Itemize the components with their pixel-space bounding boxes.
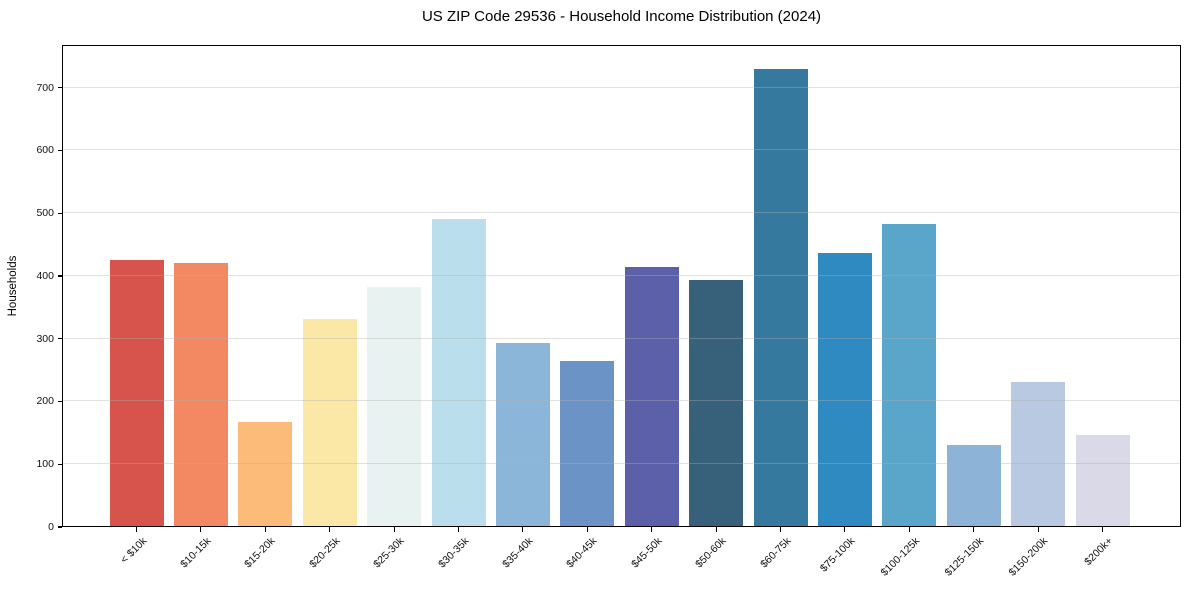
bar-$40-45k bbox=[560, 361, 615, 527]
x-tick-mark-$100-125k bbox=[908, 527, 910, 532]
bar-$30-35k bbox=[431, 219, 486, 527]
y-tick-label-400: 400 bbox=[36, 269, 54, 282]
x-tick-label-$35-40k: $35-40k bbox=[500, 535, 536, 571]
bar-$200k+ bbox=[1075, 435, 1130, 527]
x-tick-label-$40-45k: $40-45k bbox=[564, 535, 600, 571]
x-tick-mark-$10-15k bbox=[200, 527, 202, 532]
x-tick-label-$50-60k: $50-60k bbox=[693, 535, 729, 571]
x-tick-label-$125-150k: $125-150k bbox=[942, 535, 987, 579]
y-tick-label-600: 600 bbox=[36, 144, 54, 157]
x-tick-mark-$40-45k bbox=[586, 527, 588, 532]
y-tick-mark-600 bbox=[58, 149, 62, 152]
x-tick-mark-< $10k bbox=[135, 527, 138, 532]
x-tick-label-$15-20k: $15-20k bbox=[242, 535, 278, 571]
bar-< $10k bbox=[109, 259, 164, 527]
x-tick-label-$200k+: $200k+ bbox=[1081, 535, 1115, 569]
y-tick-mark-100 bbox=[58, 463, 62, 465]
y-tick-mark-200 bbox=[58, 400, 62, 403]
y-tick-mark-500 bbox=[58, 212, 62, 214]
chart-title: US ZIP Code 29536 - Household Income Dis… bbox=[421, 8, 822, 25]
x-tick-label-$75-100k: $75-100k bbox=[817, 535, 858, 575]
bar-$35-40k bbox=[495, 343, 550, 527]
x-tick-mark-$150-200k bbox=[1037, 527, 1039, 532]
y-tick-label-100: 100 bbox=[36, 458, 54, 471]
x-tick-mark-$75-100k bbox=[844, 527, 846, 532]
x-tick-label-$20-25k: $20-25k bbox=[306, 535, 343, 571]
x-tick-mark-$35-40k bbox=[522, 527, 524, 532]
x-tick-label-$45-50k: $45-50k bbox=[628, 535, 665, 571]
y-tick-label-0: 0 bbox=[48, 521, 54, 533]
bar-$100-125k bbox=[882, 223, 937, 527]
x-tick-mark-$30-35k bbox=[457, 527, 460, 532]
y-tick-label-500: 500 bbox=[36, 207, 54, 220]
y-tick-label-300: 300 bbox=[36, 332, 54, 345]
bar-$25-30k bbox=[367, 287, 422, 527]
y-tick-label-700: 700 bbox=[36, 81, 54, 94]
y-tick-mark-0 bbox=[58, 526, 62, 528]
bar-$20-25k bbox=[302, 319, 357, 527]
bar-$10-15k bbox=[173, 262, 228, 527]
y-tick-mark-400 bbox=[58, 275, 62, 277]
bar-$45-50k bbox=[624, 266, 679, 527]
x-tick-label-$100-125k: $100-125k bbox=[878, 535, 922, 579]
x-tick-mark-$125-150k bbox=[973, 527, 975, 532]
bars-layer bbox=[62, 45, 1181, 527]
x-tick-mark-$45-50k bbox=[651, 527, 653, 532]
x-tick-mark-$15-20k bbox=[264, 527, 266, 532]
y-axis-label: Households bbox=[7, 255, 19, 317]
bar-$150-200k bbox=[1011, 382, 1066, 527]
x-tick-label-$150-200k: $150-200k bbox=[1007, 535, 1051, 579]
x-tick-label-< $10k: < $10k bbox=[117, 535, 149, 566]
x-tick-label-$30-35k: $30-35k bbox=[435, 535, 471, 571]
x-tick-mark-$60-75k bbox=[779, 527, 782, 532]
bar-$125-150k bbox=[946, 445, 1001, 527]
bar-$15-20k bbox=[238, 421, 293, 527]
x-tick-mark-$25-30k bbox=[393, 527, 395, 532]
x-tick-label-$60-75k: $60-75k bbox=[757, 535, 793, 571]
bar-$60-75k bbox=[753, 68, 808, 527]
bar-$75-100k bbox=[817, 253, 872, 527]
bar-$50-60k bbox=[689, 279, 744, 527]
y-tick-label-200: 200 bbox=[36, 395, 54, 408]
y-tick-mark-300 bbox=[58, 338, 62, 340]
x-tick-label-$25-30k: $25-30k bbox=[371, 535, 407, 571]
x-tick-mark-$50-60k bbox=[715, 527, 717, 532]
y-tick-mark-700 bbox=[58, 87, 62, 89]
x-tick-label-$10-15k: $10-15k bbox=[178, 535, 214, 571]
plot-area bbox=[62, 45, 1181, 527]
x-tick-mark-$200k+ bbox=[1101, 527, 1104, 532]
x-tick-mark-$20-25k bbox=[329, 527, 331, 532]
